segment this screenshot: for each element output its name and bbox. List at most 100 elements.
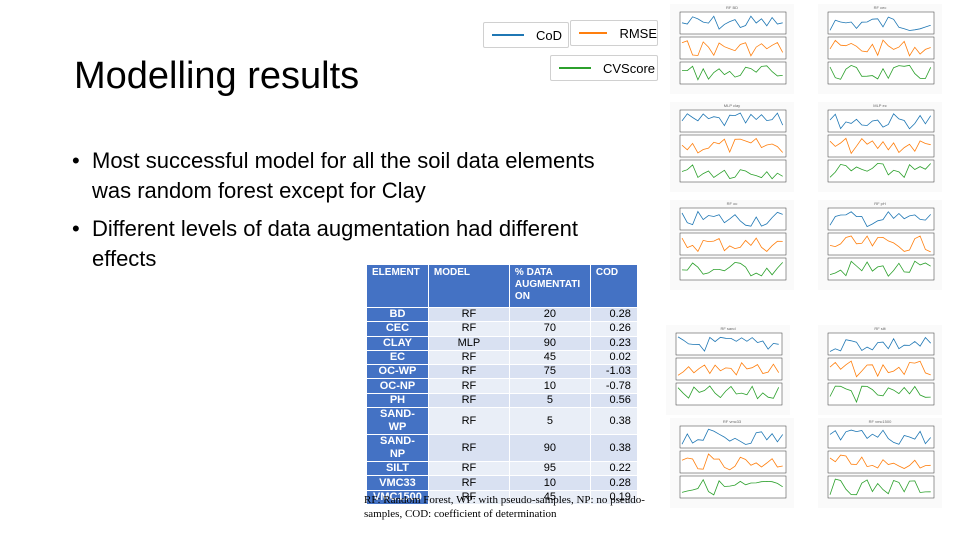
subplot-line xyxy=(829,211,931,228)
cell-augmentation: 45 xyxy=(508,489,591,505)
header-cod: COD xyxy=(589,264,638,308)
subplot-line xyxy=(677,385,780,400)
legend-cvscore-label: CVScore xyxy=(603,60,656,76)
cell-element: VMC33 xyxy=(366,475,429,491)
subplot-line xyxy=(681,261,783,277)
thumbnail-svg xyxy=(827,332,935,406)
bullet-dot-icon: • xyxy=(72,148,80,173)
subplot-frame xyxy=(679,450,787,474)
cell-element: SAND-NP xyxy=(366,434,429,463)
thumbnail-svg xyxy=(679,425,787,499)
subplot-line xyxy=(681,164,783,180)
bullet-list: • Most successful model for all the soil … xyxy=(72,146,602,282)
thumbnail-title: RF vmc33 xyxy=(722,419,742,424)
table-row: BD RF 20 0.28 xyxy=(366,306,638,323)
legend-cvscore: CVScore xyxy=(550,55,658,81)
thumbnail-title: RF BD xyxy=(726,5,738,10)
subplot-frame xyxy=(827,109,935,133)
thumbnail-title: RF vmc1500 xyxy=(868,419,892,424)
rmse-line-icon xyxy=(579,32,608,34)
thumbnail-svg xyxy=(679,207,787,281)
subplot-line xyxy=(829,360,931,378)
cell-augmentation: 45 xyxy=(508,349,591,366)
subplot-frame xyxy=(827,332,935,356)
subplot-frame xyxy=(679,475,787,499)
cell-model: RF xyxy=(427,349,510,366)
subplot-line xyxy=(829,39,931,57)
cell-element: OC-NP xyxy=(366,378,429,394)
subplot-line xyxy=(829,113,932,130)
thumbnail-plot: RF oc xyxy=(670,200,794,290)
table-row: OC-WP RF 75 -1.03 xyxy=(366,364,638,380)
cell-augmentation: 20 xyxy=(508,306,591,323)
cell-augmentation: 5 xyxy=(508,407,591,436)
cell-augmentation: 10 xyxy=(508,475,591,491)
thumbnail-svg xyxy=(827,11,935,85)
thumbnail-title: RF silt xyxy=(874,326,886,331)
subplot-line xyxy=(829,137,931,155)
table-row: CLAY MLP 90 0.23 xyxy=(366,335,638,351)
header-element: ELEMENT xyxy=(366,264,429,308)
slide-title: Modelling results xyxy=(74,55,360,97)
thumbnail-title: RF sand xyxy=(720,326,736,331)
bullet-item: • Most successful model for all the soil … xyxy=(72,146,602,206)
subplot-frame xyxy=(679,159,787,183)
table-row: PH RF 5 0.56 xyxy=(366,392,638,409)
cell-element: SILT xyxy=(366,461,429,477)
footnote: RF: Random Forest, WP: with pseudo-sampl… xyxy=(364,494,645,520)
legend-cod-label: CoD xyxy=(536,27,563,43)
bullet-text: Most successful model for all the soil d… xyxy=(92,148,595,203)
thumbnail-title: MLP ec xyxy=(873,103,887,108)
cell-element: EC xyxy=(366,349,429,366)
cell-element: CLAY xyxy=(366,335,429,351)
legend-rmse-label: RMSE xyxy=(619,25,657,41)
bullet-text: Different levels of data augmentation ha… xyxy=(92,216,578,271)
cell-augmentation: 5 xyxy=(508,392,591,409)
thumbnail-plot: RF vmc33 xyxy=(670,418,794,508)
thumbnail-svg xyxy=(827,207,935,281)
subplot-line xyxy=(829,336,931,352)
thumbnail-plot: RF cec xyxy=(818,4,942,94)
subplot-line xyxy=(681,40,784,57)
subplot-line xyxy=(829,260,931,277)
subplot-frame xyxy=(827,257,935,281)
cell-model: MLP xyxy=(427,335,510,351)
subplot-line xyxy=(681,237,783,253)
subplot-frame xyxy=(679,257,787,281)
bullet-dot-icon: • xyxy=(72,216,80,241)
subplot-frame xyxy=(679,109,787,133)
legend-cod: CoD xyxy=(483,22,569,48)
cell-augmentation: 70 xyxy=(508,321,591,337)
cell-cod: 0.19 xyxy=(589,489,638,505)
thumbnail-svg xyxy=(827,109,935,183)
cell-element: OC-WP xyxy=(366,364,429,380)
cell-cod: 0.28 xyxy=(589,475,638,491)
subplot-frame xyxy=(675,332,783,356)
cell-augmentation: 75 xyxy=(508,364,591,380)
cell-model: RF xyxy=(427,407,510,436)
subplot-frame xyxy=(679,134,787,158)
table-row: CEC RF 70 0.26 xyxy=(366,321,638,337)
cell-cod: 0.38 xyxy=(589,407,638,436)
cell-cod: 0.38 xyxy=(589,434,638,463)
table-row: VMC1500 RF 45 0.19 xyxy=(366,489,638,505)
cell-augmentation: 90 xyxy=(508,335,591,351)
subplot-frame xyxy=(827,134,935,158)
subplot-line xyxy=(829,162,931,179)
thumbnail-plot: RF BD xyxy=(670,4,794,94)
thumbnail-svg xyxy=(675,332,783,406)
cod-line-icon xyxy=(492,34,524,36)
subplot-frame xyxy=(827,207,935,231)
thumbnail-plot: RF silt xyxy=(818,325,942,415)
cell-model: RF xyxy=(427,321,510,337)
thumbnail-plot: MLP clay xyxy=(670,102,794,192)
cell-element: BD xyxy=(366,306,429,323)
subplot-frame xyxy=(679,232,787,256)
subplot-line xyxy=(829,16,931,31)
thumbnail-plot: RF sand xyxy=(666,325,790,415)
header-augmentation: % DATA AUGMENTATI ON xyxy=(508,264,591,308)
subplot-frame xyxy=(679,425,787,449)
results-table: ELEMENT MODEL % DATA AUGMENTATI ON COD B… xyxy=(366,264,638,505)
subplot-line xyxy=(681,453,783,471)
subplot-line xyxy=(681,137,783,154)
